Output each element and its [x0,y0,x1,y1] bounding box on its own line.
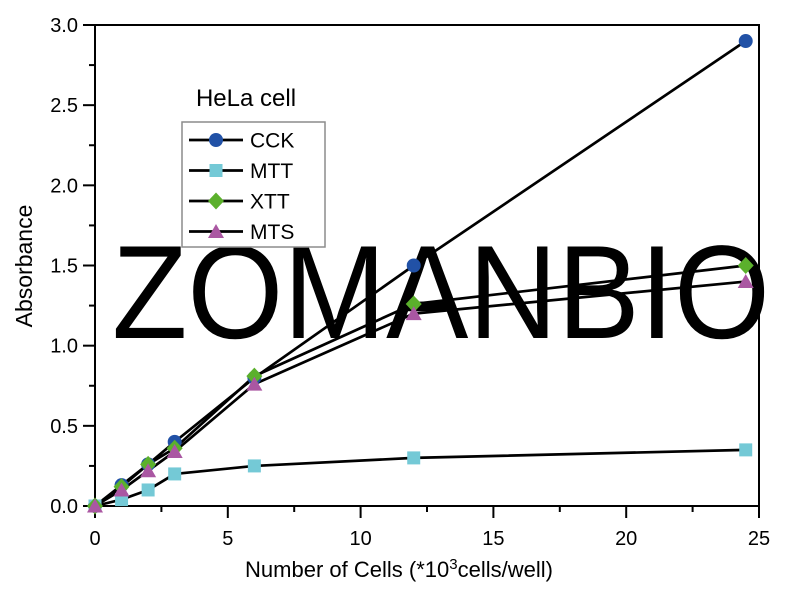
legend-frame [181,121,326,248]
x-tick-label: 0 [89,528,100,550]
marker-MTS [140,463,157,478]
y-tick-label: 0.0 [50,496,78,518]
marker-MTS [737,274,754,289]
marker-XTT [737,257,754,274]
marker-MTT [247,459,261,473]
marker-MTS [113,482,130,497]
legend-marker-MTS [208,224,224,238]
x-tick-label: 15 [482,528,504,550]
x-axis-label-sup: 3 [449,556,457,573]
y-tick-label: 2.5 [50,95,78,117]
marker-MTT [739,443,753,457]
legend-marker-MTT [209,164,223,177]
legend-label-MTS: MTS [250,221,294,244]
marker-MTS [87,498,103,513]
marker-MTS [405,306,422,321]
legend-label-XTT: XTT [250,191,290,214]
marker-XTT [405,295,422,313]
y-tick-label: 1.0 [50,336,78,358]
x-tick-label: 20 [615,528,637,550]
legend-marker-CCK [209,133,223,147]
x-axis-label-pre: Number of Cells (*10 [245,557,449,582]
marker-XTT [246,367,263,385]
marker-MTT [141,483,155,497]
y-tick-label: 1.5 [50,256,78,278]
x-axis-label: Number of Cells (*103cells/well) [245,556,553,582]
x-tick-label: 5 [222,528,233,550]
y-axis-label: Absorbance [11,205,37,328]
marker-MTS [246,376,263,391]
series-line-MTT [93,448,748,508]
legend-marker-XTT [208,192,224,210]
marker-MTT [168,467,182,481]
x-tick-label: 25 [748,528,770,550]
legend-label-CCK: CCK [250,130,294,153]
legend-label-MTT: MTT [250,160,293,183]
x-axis-label-post: cells/well) [458,557,553,582]
legend-title: HeLa cell [196,85,296,112]
y-tick-label: 2.0 [50,175,78,197]
marker-CCK [738,34,753,49]
marker-MTT [407,451,421,465]
marker-MTS [166,443,183,458]
y-tick-label: 3.0 [50,15,78,37]
legend-box: CCK MTT XTT MTS [181,121,326,248]
x-tick-label: 10 [349,528,371,550]
series-markers [87,34,754,515]
marker-CCK [406,258,421,273]
y-tick-label: 0.5 [50,416,78,438]
